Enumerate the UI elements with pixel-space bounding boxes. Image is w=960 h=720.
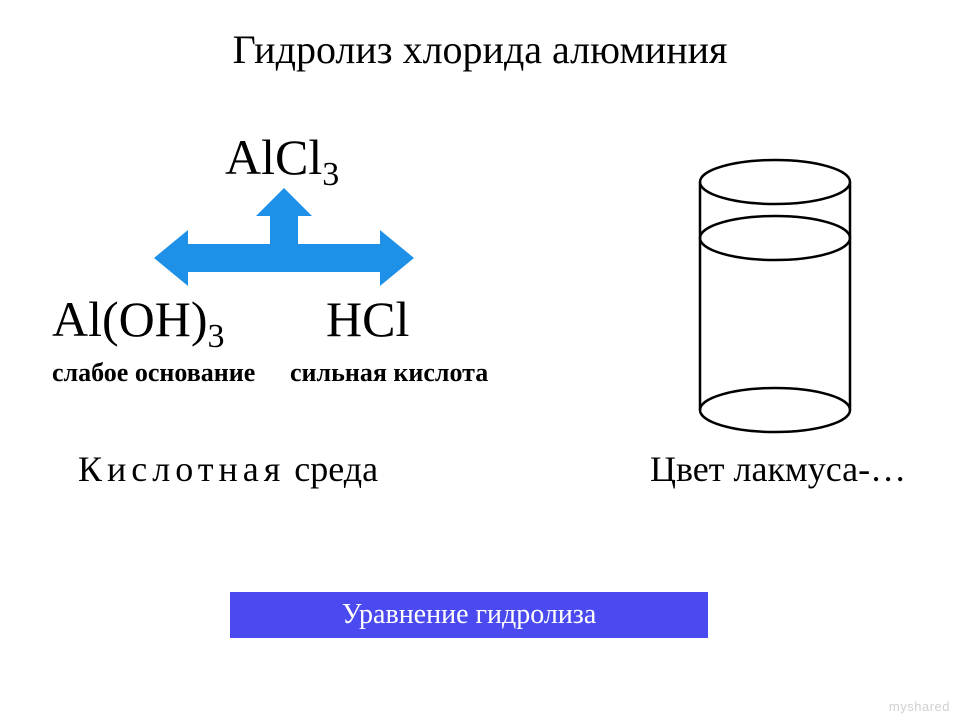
medium-word: среда bbox=[294, 449, 378, 489]
litmus-color-label: Цвет лакмуса-… bbox=[650, 448, 906, 490]
formula-hcl: HCl bbox=[326, 290, 409, 348]
arrow-shape bbox=[154, 188, 414, 286]
caption-weak-base: слабое основание bbox=[52, 358, 255, 388]
caption-strong-acid: сильная кислота bbox=[290, 358, 488, 388]
medium-word-spaced: Кислотная bbox=[78, 449, 285, 489]
beaker-icon bbox=[680, 158, 870, 438]
slide-title: Гидролиз хлорида алюминия bbox=[0, 26, 960, 73]
formula-alcl3-base: AlCl bbox=[225, 129, 322, 185]
beaker-shape bbox=[700, 160, 850, 432]
formula-alcl3: AlCl3 bbox=[225, 128, 339, 186]
equation-button[interactable]: Уравнение гидролиза bbox=[230, 592, 708, 638]
formula-aloh3-sub: 3 bbox=[208, 318, 225, 355]
formula-aloh3: Al(OH)3 bbox=[52, 290, 225, 348]
formula-hcl-base: HCl bbox=[326, 291, 409, 347]
medium-description: Кислотная среда bbox=[78, 448, 378, 490]
split-arrow-icon bbox=[154, 188, 414, 298]
slide-root: Гидролиз хлорида алюминия AlCl3 Al(OH)3 … bbox=[0, 0, 960, 720]
watermark: myshared bbox=[889, 699, 950, 714]
formula-aloh3-base: Al(OH) bbox=[52, 291, 208, 347]
